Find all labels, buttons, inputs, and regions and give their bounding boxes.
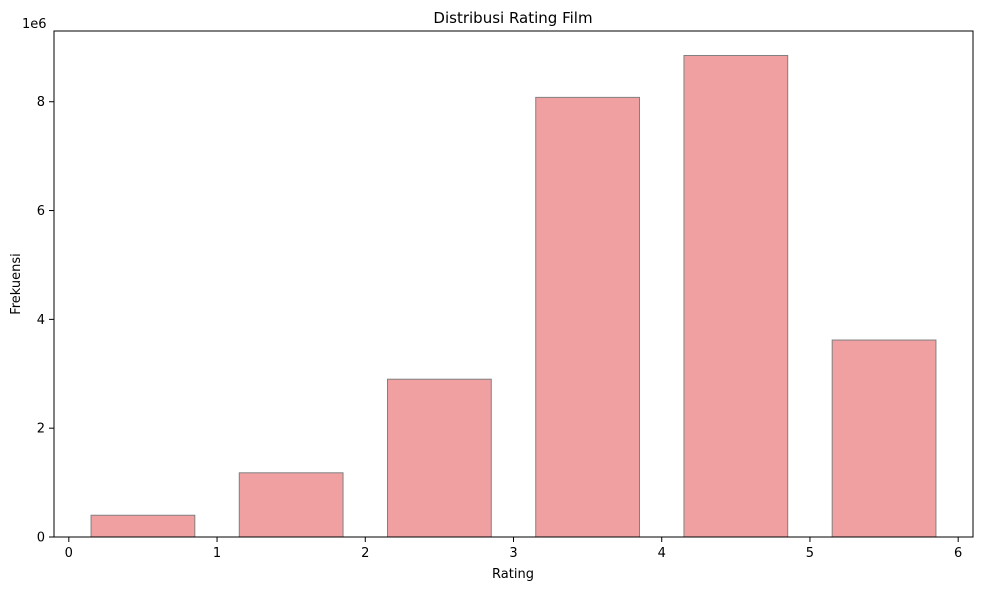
x-tick-label-4: 4 — [658, 546, 666, 561]
y-scale-label: 1e6 — [22, 17, 47, 32]
y-tick-label-2: 4 — [37, 313, 45, 328]
bar-4 — [684, 55, 788, 537]
x-tick-label-0: 0 — [65, 546, 73, 561]
bar-2 — [388, 379, 492, 537]
x-tick-label-3: 3 — [509, 546, 517, 561]
bar-0 — [91, 515, 195, 537]
y-tick-label-1: 2 — [37, 422, 45, 437]
bar-5 — [832, 340, 936, 537]
chart-title: Distribusi Rating Film — [433, 9, 592, 27]
bars-group — [91, 55, 936, 537]
y-tick-label-0: 0 — [37, 531, 45, 546]
y-ticks-group: 0 2 4 6 8 — [37, 95, 54, 545]
x-tick-label-6: 6 — [954, 546, 962, 561]
y-tick-label-3: 6 — [37, 204, 45, 219]
bar-3 — [536, 97, 640, 537]
x-axis-label: Rating — [492, 567, 534, 582]
x-ticks-group: 0 1 2 3 4 5 6 — [65, 537, 963, 561]
x-tick-label-2: 2 — [361, 546, 369, 561]
x-tick-label-5: 5 — [806, 546, 814, 561]
bar-1 — [239, 473, 343, 537]
x-tick-label-1: 1 — [213, 546, 221, 561]
y-tick-label-4: 8 — [37, 95, 45, 110]
y-axis-label: Frekuensi — [9, 253, 24, 315]
